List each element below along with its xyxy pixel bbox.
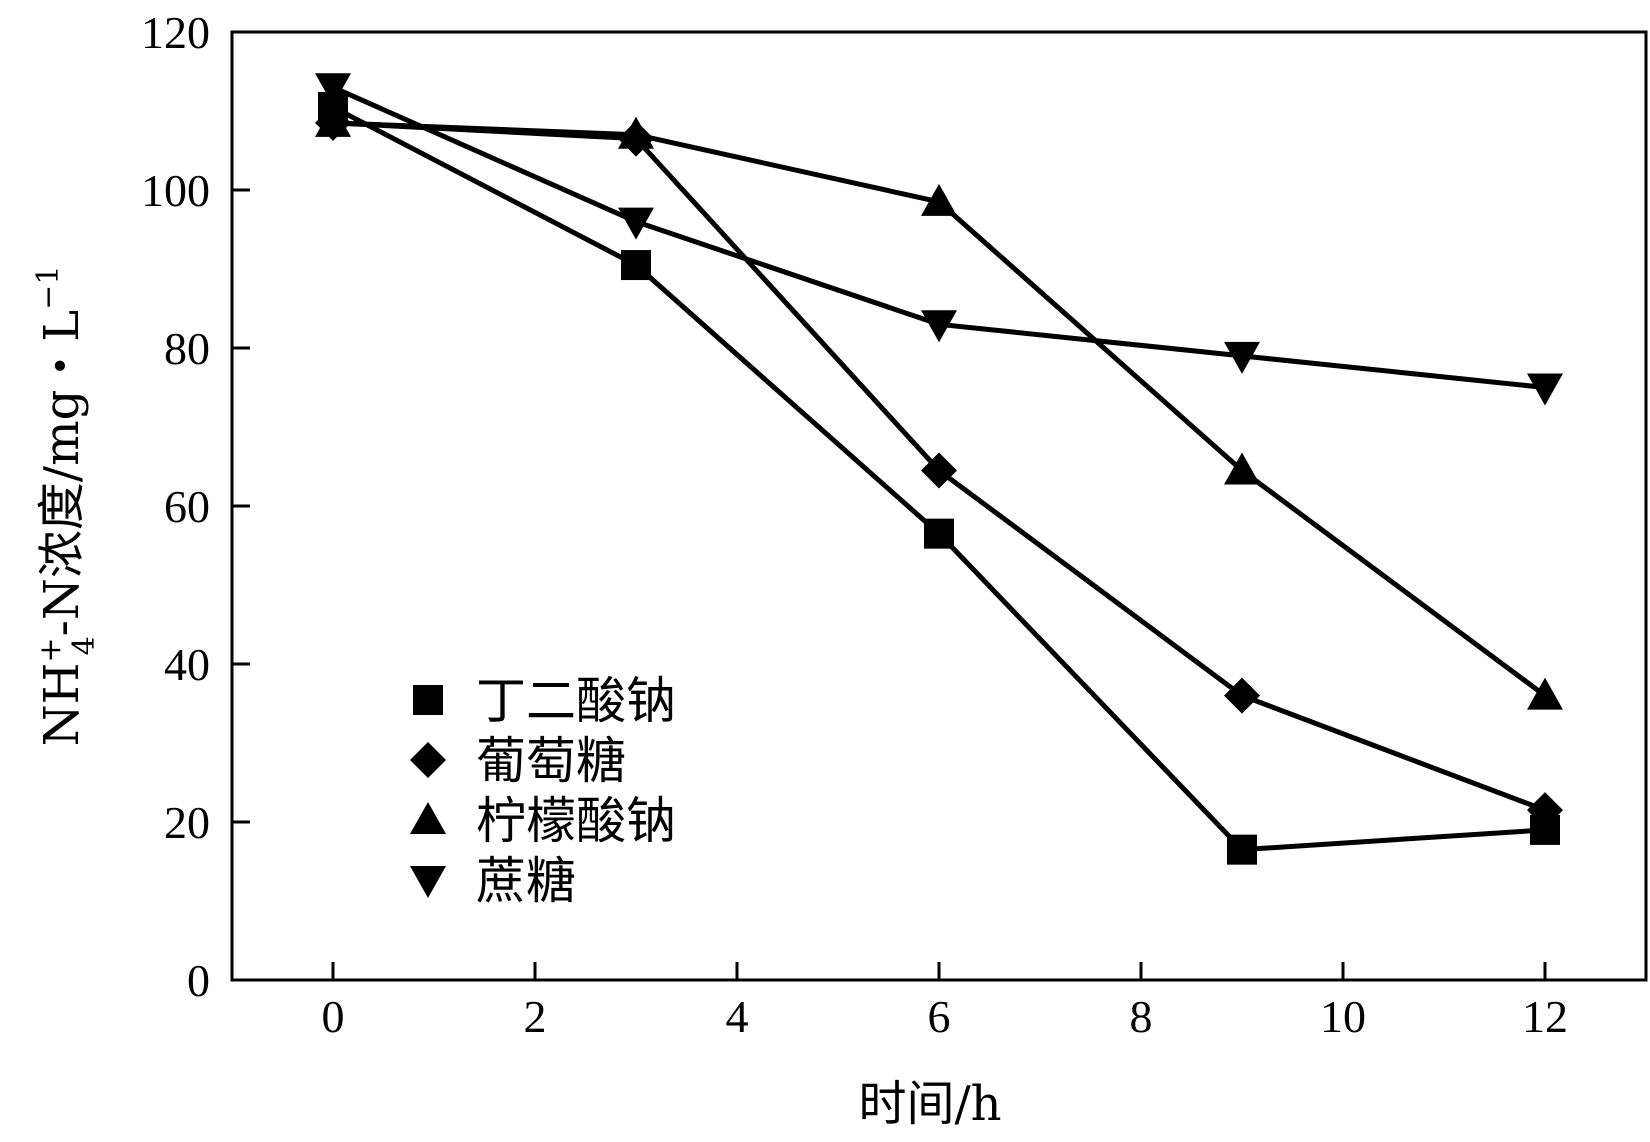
- legend-marker-3: [410, 802, 446, 834]
- series-2-point: [1224, 677, 1260, 714]
- y-tick-label: 80: [164, 323, 210, 374]
- legend-label-3: 柠檬酸钠: [476, 792, 676, 850]
- y-tick-label: 0: [187, 955, 210, 1006]
- x-tick-label: 4: [726, 991, 749, 1042]
- series-2-point: [921, 452, 957, 489]
- legend-marker-4: [410, 866, 446, 898]
- y-tick-label: 100: [141, 165, 210, 216]
- series-3-point: [1527, 677, 1563, 710]
- series-4-point: [618, 207, 654, 240]
- legend-label-2: 葡萄糖: [476, 732, 626, 790]
- y-axis-title-suffix: -N浓度/mg・L: [34, 310, 90, 637]
- series-1-point: [1227, 834, 1257, 865]
- y-axis-title-sup: +: [33, 637, 68, 662]
- series-markers: [315, 73, 1563, 865]
- y-tick-label: 120: [141, 7, 210, 58]
- series-4-point: [1527, 373, 1563, 406]
- y-tick-label: 20: [164, 797, 210, 848]
- y-tick-label: 40: [164, 639, 210, 690]
- series-3-point: [315, 104, 351, 137]
- y-tick-label: 60: [164, 481, 210, 532]
- x-tick-label: 2: [524, 991, 547, 1042]
- x-tick-label: 8: [1130, 991, 1153, 1042]
- series-3-point: [618, 116, 654, 149]
- x-tick-label: 0: [322, 991, 345, 1042]
- x-tick-label: 12: [1522, 991, 1568, 1042]
- series-4-point: [1224, 341, 1260, 374]
- series-4-point: [921, 310, 957, 343]
- series-2-point: [1527, 792, 1563, 829]
- legend-marker-2: [410, 742, 446, 778]
- series-4-point: [315, 73, 351, 106]
- legend-marker-1: [413, 685, 443, 715]
- y-axis-title: NH+4-N浓度/mg・L−1: [31, 266, 102, 747]
- x-axis-title: 时间/h: [858, 1076, 1001, 1132]
- legend-label-4: 蔗糖: [476, 852, 576, 910]
- y-axis-title-sub: 4: [67, 636, 102, 655]
- series-1-point: [924, 518, 954, 549]
- legend-label-1: 丁二酸钠: [476, 672, 676, 730]
- y-axis-title-sup2: −1: [31, 266, 66, 310]
- series-3-point: [921, 183, 957, 216]
- series-1-point: [621, 250, 651, 281]
- x-tick-label: 6: [928, 991, 951, 1042]
- x-tick-label: 10: [1320, 991, 1366, 1042]
- y-axis-title-prefix: NH: [34, 663, 90, 747]
- series-3-point: [1224, 452, 1260, 485]
